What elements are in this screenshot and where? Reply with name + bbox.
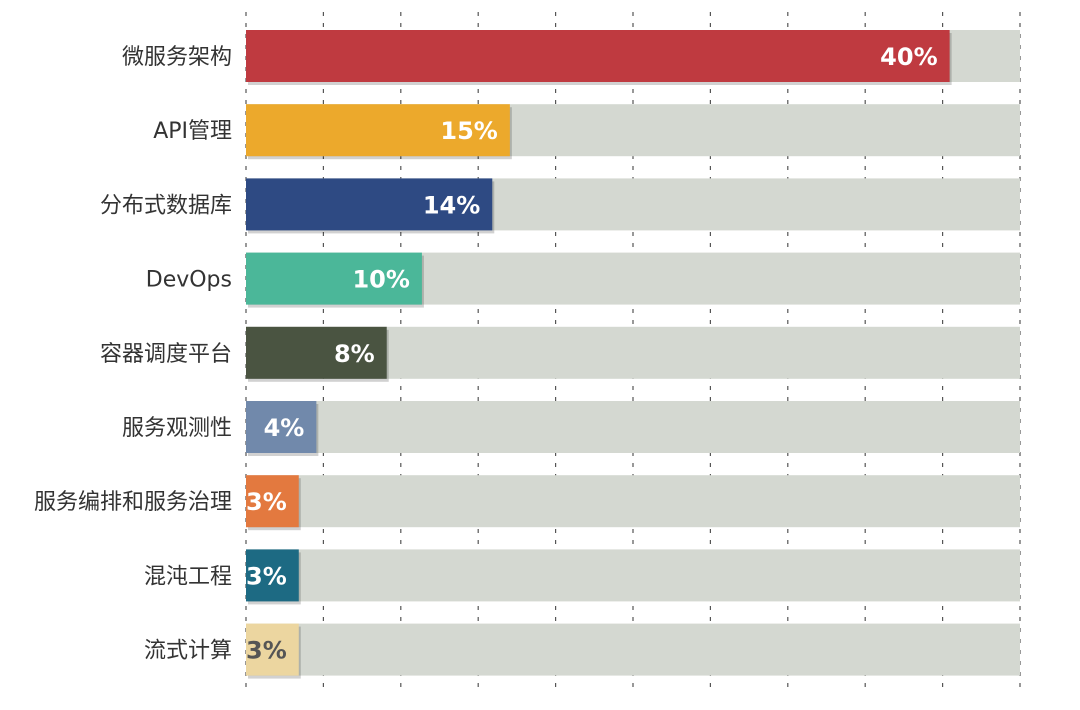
bar [246,549,299,602]
category-label: API管理 [153,119,232,144]
category-label: 分布式数据库 [100,193,232,218]
bar [246,104,510,157]
bar-track [246,401,1020,453]
bar [246,326,387,379]
bar-track [246,475,1020,528]
bar [246,252,422,305]
value-label: 40% [880,43,937,71]
bar-track [246,623,1020,676]
category-label: 混沌工程 [144,564,232,589]
value-label: 10% [352,266,409,294]
bar [246,30,950,82]
category-label: DevOps [146,268,232,293]
value-label: 8% [334,340,375,368]
bars [246,30,952,679]
category-label: 服务编排和服务治理 [34,490,232,515]
value-label: 4% [264,414,305,442]
value-label: 14% [423,191,480,219]
bar [246,401,317,453]
category-label: 微服务架构 [122,45,232,70]
value-label: 3% [246,562,287,590]
value-labels: 40% 15% 14% 10% 8% 4% 3% 3% 3% [246,43,938,665]
value-label: 3% [246,488,287,516]
value-label: 3% [246,637,287,665]
bar [246,623,299,676]
category-label: 容器调度平台 [100,342,232,367]
bar-track [246,549,1020,602]
category-label: 服务观测性 [122,416,232,441]
value-label: 15% [440,117,497,145]
bar [246,475,299,528]
category-label: 流式计算 [144,639,232,664]
bar [246,178,493,231]
